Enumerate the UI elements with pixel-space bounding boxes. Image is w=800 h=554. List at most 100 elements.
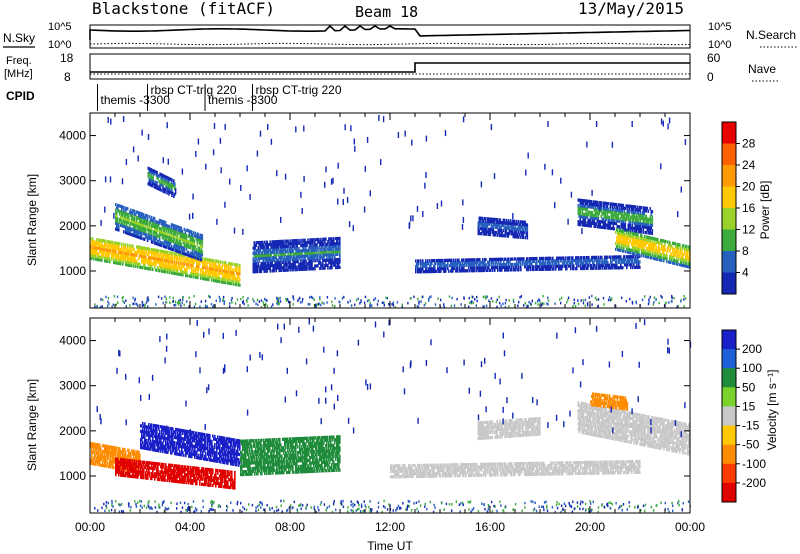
echo-cell (118, 242, 120, 246)
echo-cell (332, 258, 334, 262)
echo-cell (298, 265, 300, 269)
echo-cell (624, 225, 627, 229)
echo-cell (542, 259, 544, 263)
echo-cell (604, 261, 606, 265)
echo-cell (316, 256, 318, 260)
echo-cell (284, 260, 286, 264)
echo-cell (175, 235, 178, 239)
echo-cell (321, 264, 323, 268)
echo-cell (127, 243, 129, 247)
echo-cell (480, 266, 482, 270)
echo-cell (325, 263, 327, 268)
echo-cell (218, 279, 220, 283)
echo-cell (276, 245, 278, 249)
echo-cell (424, 261, 426, 266)
echo-cell (118, 228, 120, 232)
echo-cell (602, 201, 605, 205)
echo-cell (605, 266, 607, 270)
echo-cell (138, 217, 141, 221)
echo-cell (636, 265, 638, 269)
echo-cell (480, 263, 482, 267)
echo-cell (629, 248, 631, 252)
echo-cell (422, 262, 424, 266)
echo-cell (500, 228, 503, 232)
noise-cell (155, 303, 157, 306)
echo-cell (119, 261, 121, 266)
echo-cell (299, 249, 301, 253)
echo-cell (644, 230, 647, 235)
echo-cell (672, 241, 674, 245)
echo-cell (222, 277, 224, 281)
echo-cell (331, 258, 333, 262)
echo-cell (609, 205, 612, 209)
echo-cell (680, 249, 682, 253)
echo-cell (648, 238, 650, 242)
echo-cell (107, 245, 109, 249)
echo-cell (174, 266, 176, 270)
echo-cell (336, 244, 338, 249)
echo-cell (239, 283, 241, 287)
echo-cell (269, 256, 271, 260)
echo-cell (451, 266, 453, 270)
echo-cell (294, 241, 296, 245)
echo-cell (423, 264, 425, 268)
echo-cell (139, 217, 142, 221)
echo-cell (166, 243, 169, 247)
echo-cell (335, 247, 337, 251)
echo-cell (176, 263, 178, 267)
echo-cell (455, 261, 457, 265)
echo-cell (634, 229, 637, 233)
echo-cell (168, 244, 171, 248)
echo-cell (192, 241, 195, 245)
echo-cell (191, 236, 194, 240)
echo-cell (459, 269, 461, 273)
echo-cell (508, 268, 510, 272)
echo-cell (453, 264, 455, 268)
echo-cell (498, 257, 500, 261)
date-title: 13/May/2015 (578, 0, 684, 18)
echo-cell (593, 213, 596, 218)
echo-cell (158, 174, 160, 178)
echo-cell (104, 247, 106, 252)
echo-cell (669, 255, 671, 259)
echo-cell (686, 261, 688, 266)
echo-cell (492, 228, 495, 232)
echo-cell (587, 261, 589, 265)
echo-cell (274, 255, 276, 260)
echo-cell (313, 253, 315, 258)
echo-cell (152, 230, 155, 234)
echo-cell (656, 249, 658, 253)
echo-cell (435, 269, 437, 273)
echo-cell (111, 257, 113, 261)
echo-cell (163, 231, 166, 235)
echo-cell (133, 264, 135, 268)
echo-cell (147, 258, 149, 262)
echo-cell (287, 268, 289, 272)
echo-cell (173, 229, 176, 233)
echo-cell (620, 211, 623, 215)
echo-cell (171, 257, 173, 261)
echo-cell (161, 222, 164, 226)
echo-cell (94, 249, 96, 253)
echo-cell (625, 204, 628, 208)
echo-cell (431, 269, 433, 274)
echo-cell (304, 251, 306, 255)
echo-cell (132, 228, 135, 232)
echo-cell (487, 232, 490, 236)
echo-cell (260, 264, 263, 268)
echo-cell (277, 253, 279, 257)
echo-cell (632, 226, 635, 230)
echo-cell (643, 220, 646, 224)
noise-cell (157, 295, 160, 299)
echo-cell (289, 257, 291, 261)
echo-cell (503, 265, 505, 269)
echo-cell (147, 171, 150, 176)
echo-cell (165, 240, 168, 244)
echo-cell (214, 270, 216, 274)
echo-cell (215, 273, 217, 277)
echo-cell (506, 260, 508, 264)
echo-cell (289, 265, 291, 269)
echo-cell (147, 267, 149, 271)
echo-cell (297, 252, 299, 256)
echo-cell (525, 233, 528, 237)
